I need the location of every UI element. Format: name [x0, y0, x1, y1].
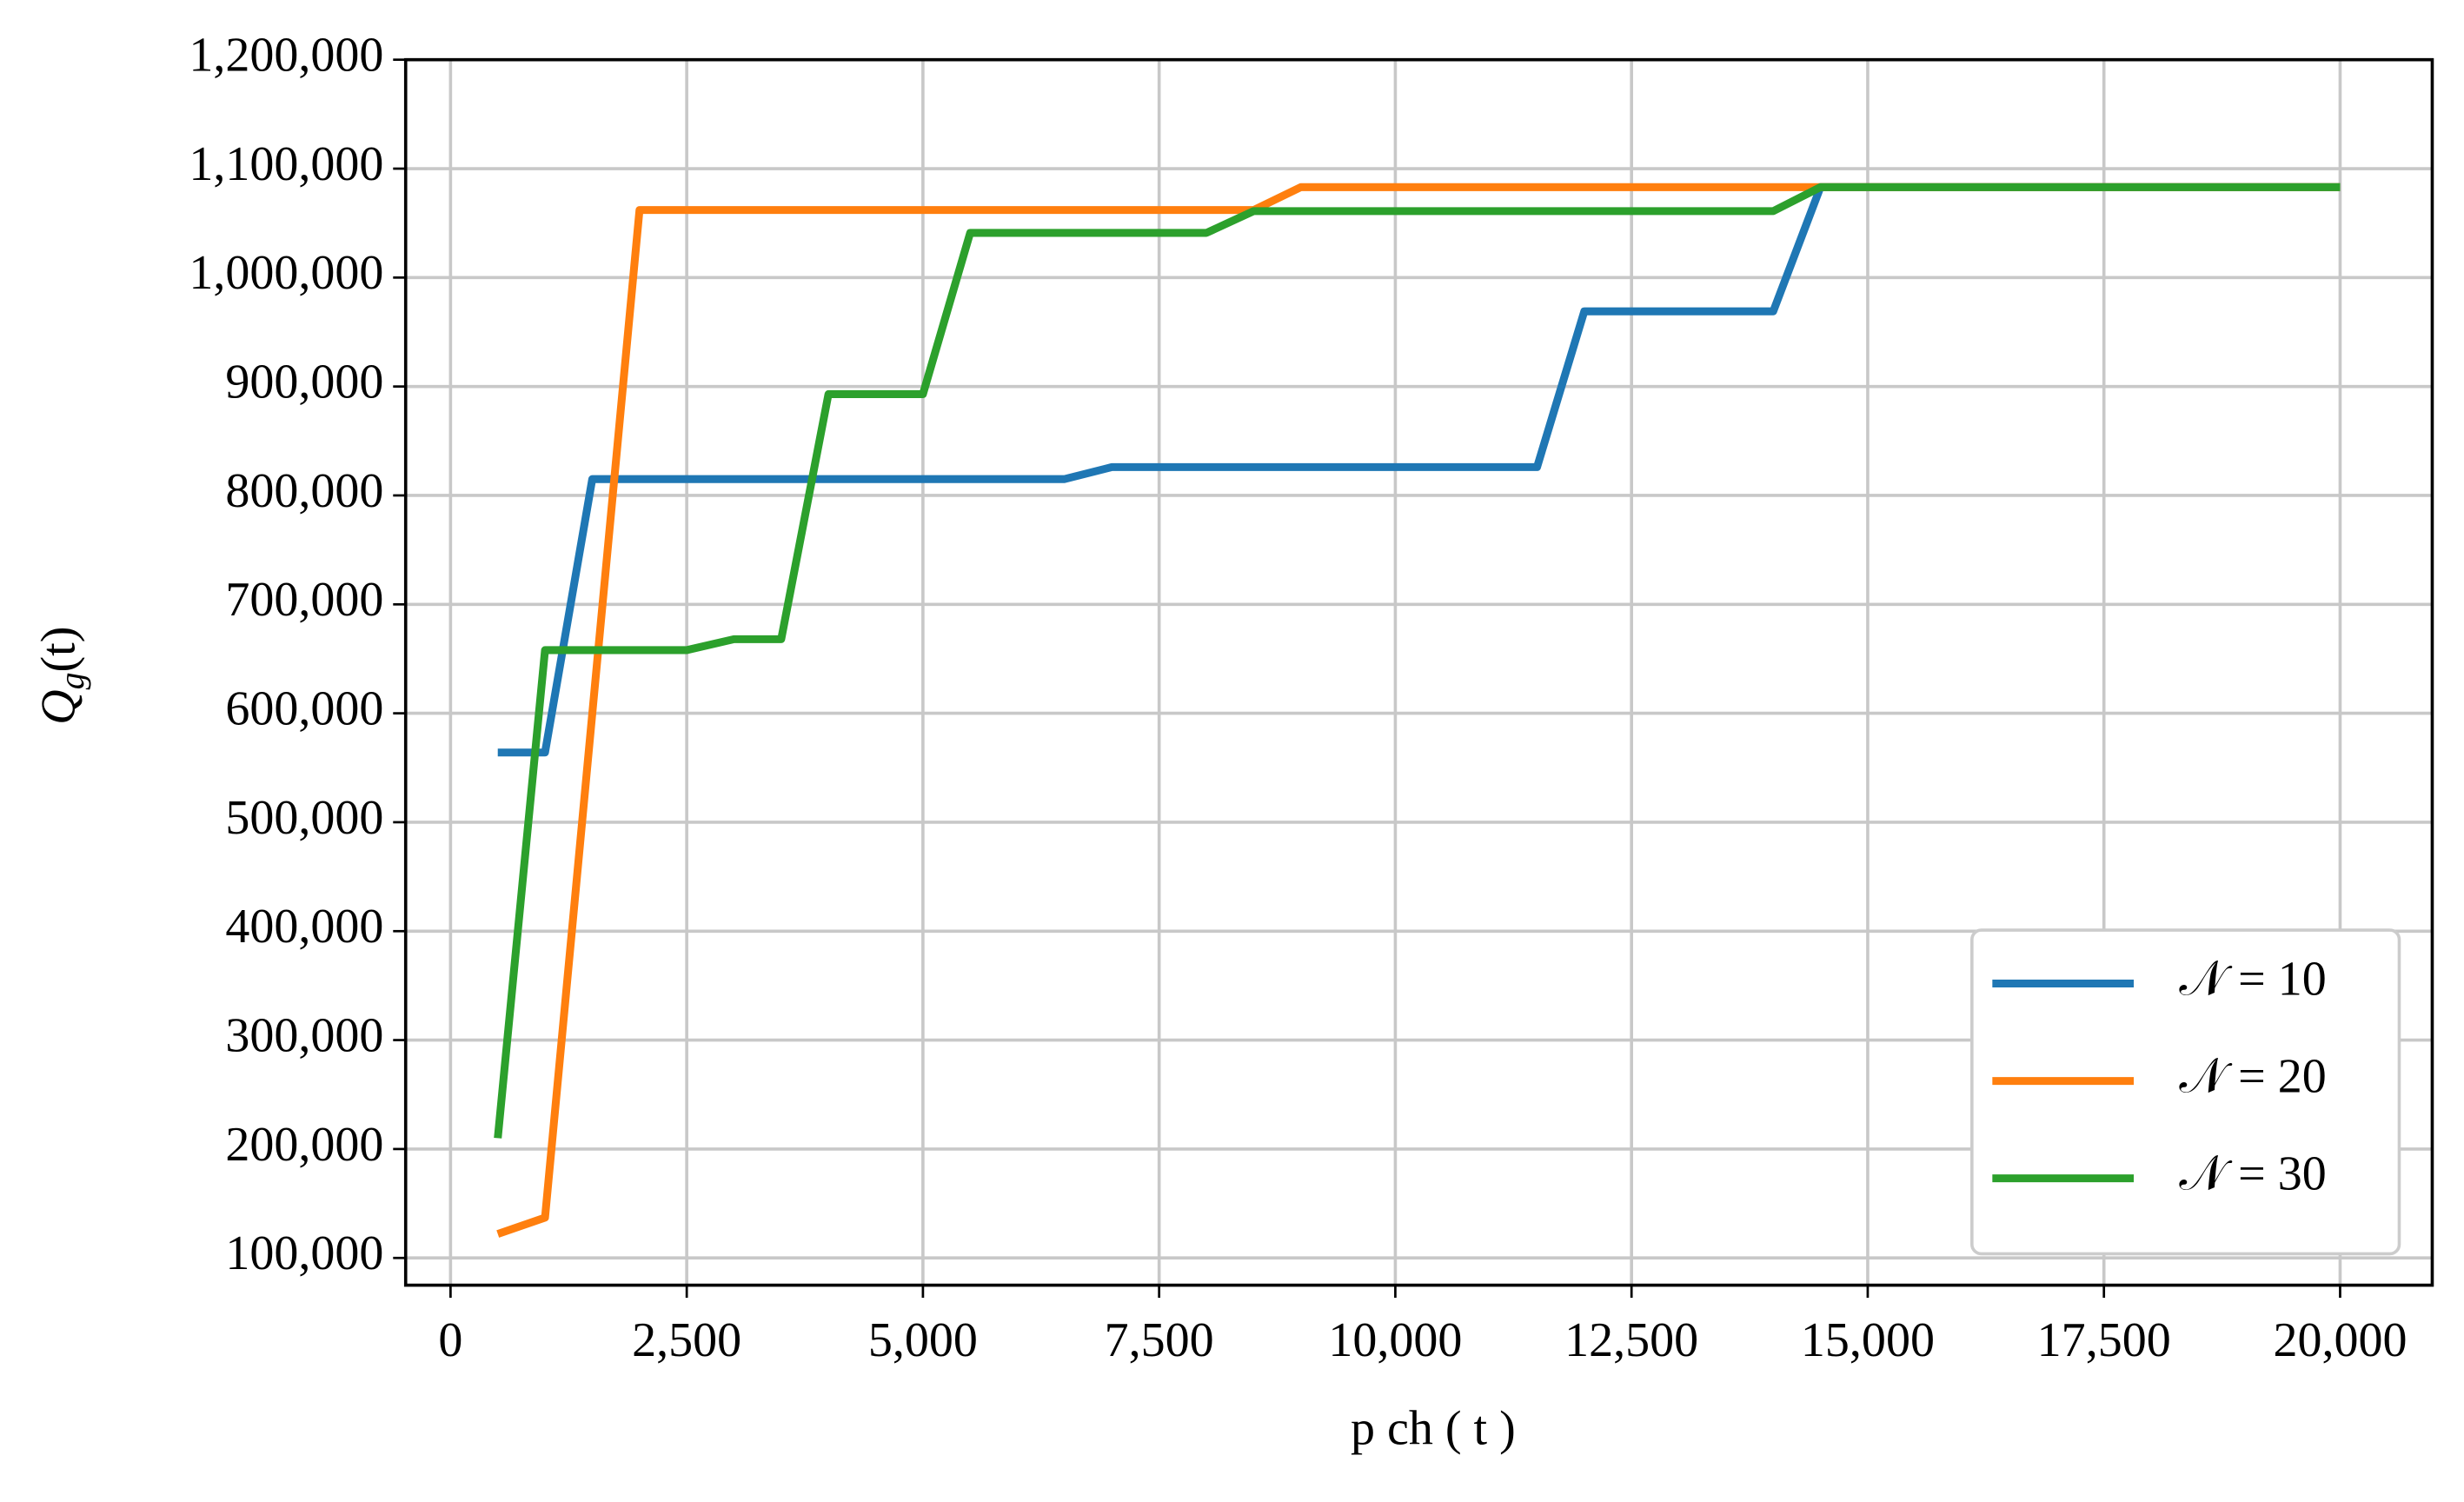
x-tick-label: 2,500: [632, 1313, 741, 1367]
y-tick-label: 500,000: [225, 791, 383, 845]
x-axis-label: p ch ( t ): [1351, 1401, 1516, 1455]
series-line: [497, 183, 2341, 757]
x-tick-label: 20,000: [2273, 1313, 2407, 1367]
y-label-sub: g: [53, 673, 91, 690]
y-label-main: Q: [32, 689, 86, 724]
legend: 𝒩 = 10 𝒩 = 20 𝒩 = 30: [1970, 928, 2401, 1256]
series-line: [496, 183, 2341, 1238]
y-tick-label: 300,000: [225, 1008, 383, 1062]
y-tick-label: 1,200,000: [189, 29, 383, 83]
legend-label: 𝒩 = 10: [2179, 952, 2326, 1006]
y-tick-label: 600,000: [225, 681, 383, 735]
x-tick-label: 12,500: [1564, 1313, 1698, 1367]
legend-box: [1970, 928, 2401, 1256]
y-tick-label: 400,000: [225, 900, 383, 954]
y-axis-label: Qg(t): [32, 627, 92, 725]
x-tick-label: 15,000: [1801, 1313, 1935, 1367]
y-tick-label: 700,000: [225, 573, 383, 627]
x-tick-label: 17,500: [2037, 1313, 2171, 1367]
x-tick-label: 7,500: [1105, 1313, 1214, 1367]
y-tick-label: 200,000: [225, 1118, 383, 1172]
legend-label: 𝒩 = 20: [2179, 1049, 2326, 1103]
y-label-rest: (t): [32, 627, 86, 673]
legend-label: 𝒩 = 30: [2179, 1147, 2326, 1201]
series-line: [494, 183, 2341, 1139]
y-tick-label: 800,000: [225, 464, 383, 518]
y-tick-label: 100,000: [225, 1226, 383, 1280]
x-tick-label: 0: [438, 1313, 462, 1367]
plot-frame: [403, 57, 2434, 1287]
x-tick-label: 5,000: [868, 1313, 978, 1367]
y-tick-label: 900,000: [225, 356, 383, 409]
y-tick-label: 1,100,000: [189, 137, 383, 191]
x-tick-label: 10,000: [1328, 1313, 1462, 1367]
y-tick-label: 1,000,000: [189, 246, 383, 300]
